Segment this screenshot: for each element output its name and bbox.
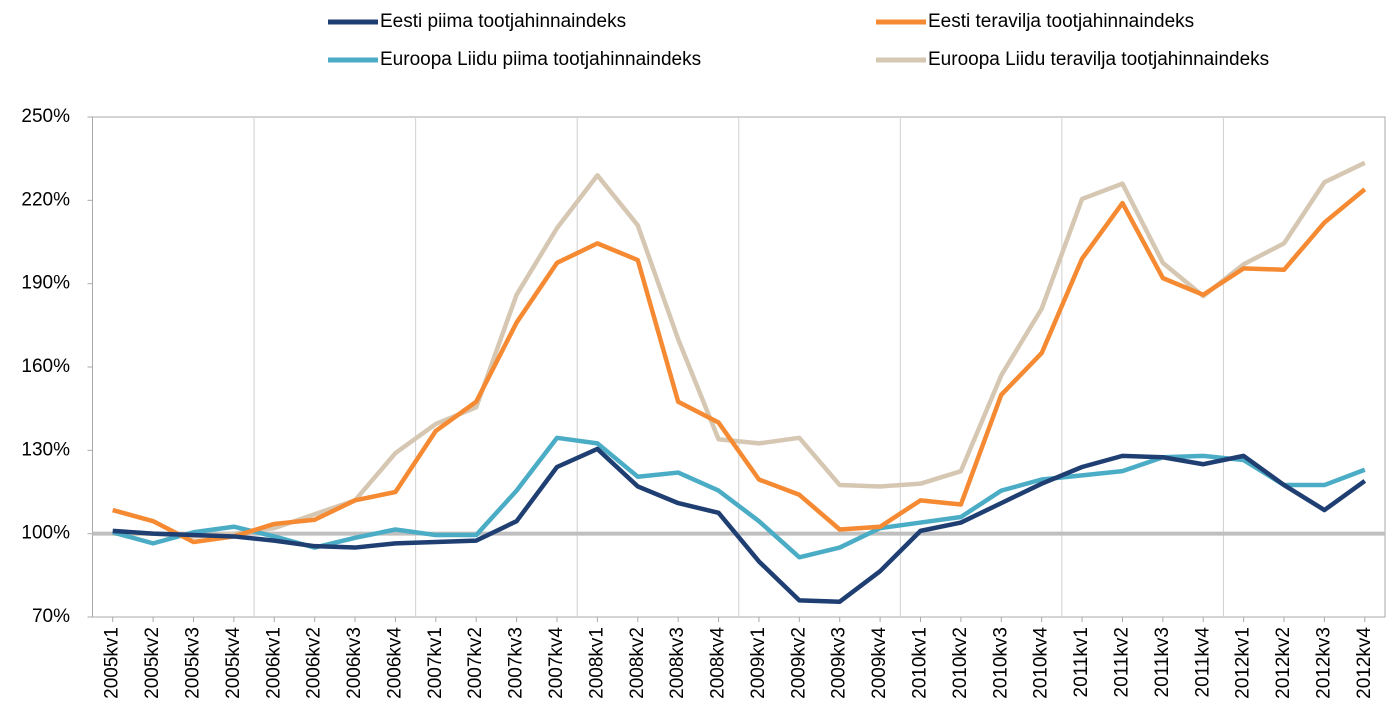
x-tick-label: 2012kv1 [1233,627,1254,699]
x-tick-label: 2011kv3 [1152,627,1173,697]
x-tick-label: 2011kv4 [1192,627,1213,698]
x-tick-label: 2010kv4 [1031,627,1052,699]
series-line [112,187,1367,545]
x-tick-label: 2006kv2 [304,627,325,699]
x-tick-label: 2008kv4 [708,627,729,699]
y-tick-label: 130% [21,439,70,460]
y-tick-label: 220% [21,189,70,210]
x-tick-label: 2009kv4 [869,627,890,699]
y-tick-label: 250% [21,106,70,127]
x-tick-label: 2007kv2 [465,627,486,699]
x-tick-label: 2011kv1 [1071,627,1092,697]
legend-label: Euroopa Liidu piima tootjahinnaindeks [380,49,701,70]
x-tick-label: 2007kv4 [546,627,567,699]
x-tick-label: 2012kv3 [1313,627,1334,699]
x-tick-label: 2005kv3 [182,627,203,699]
y-tick-label: 100% [21,523,70,544]
series-line [112,160,1366,539]
x-tick-label: 2005kv2 [142,627,163,699]
x-tick-label: 2010kv1 [910,627,931,699]
x-tick-label: 2011kv2 [1111,627,1132,697]
x-tick-label: 2008kv1 [586,627,607,699]
x-tick-label: 2010kv3 [990,627,1011,699]
x-tick-label: 2006kv3 [344,627,365,699]
legend-label: Euroopa Liidu teravilja tootjahinnaindek… [928,49,1269,70]
x-tick-label: 2012kv2 [1273,627,1294,699]
x-tick-label: 2010kv2 [950,627,971,699]
x-tick-label: 2008kv2 [627,627,648,699]
x-tick-label: 2009kv2 [788,627,809,699]
series-line [112,446,1367,604]
x-tick-label: 2007kv3 [506,627,527,699]
x-tick-label: 2005kv4 [223,627,244,699]
y-tick-label: 190% [21,273,70,294]
x-tick-label: 2012kv4 [1354,627,1375,699]
x-tick-label: 2006kv1 [263,627,284,699]
x-tick-label: 2006kv4 [384,627,405,699]
x-tick-label: 2008kv3 [667,627,688,699]
x-tick-label: 2009kv1 [748,627,769,699]
legend-label: Eesti teravilja tootjahinnaindeks [928,11,1194,32]
y-tick-label: 70% [32,606,70,627]
x-tick-label: 2005kv1 [102,627,123,699]
legend-label: Eesti piima tootjahinnaindeks [380,11,626,32]
y-tick-label: 160% [21,356,70,377]
x-tick-label: 2009kv3 [829,627,850,699]
x-tick-label: 2007kv1 [425,627,446,699]
